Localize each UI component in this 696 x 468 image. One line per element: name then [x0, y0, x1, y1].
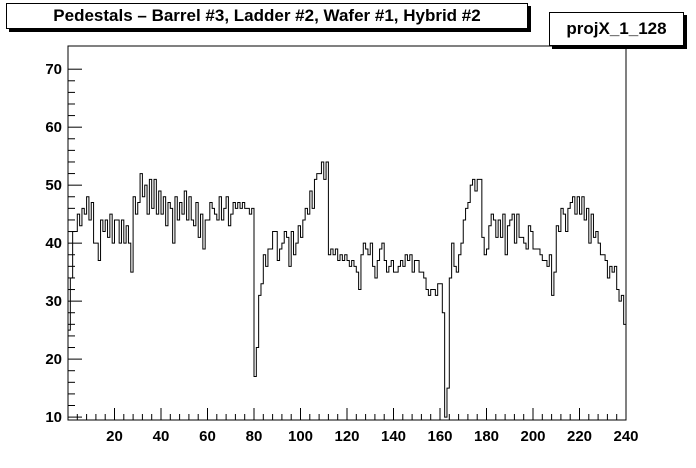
y-tick-label: 40	[45, 235, 62, 252]
x-tick-label: 220	[567, 428, 592, 445]
x-tick-label: 160	[427, 428, 452, 445]
histogram-name-box: projX_1_128	[549, 12, 684, 46]
y-tick-label: 30	[45, 293, 62, 310]
plot-frame	[67, 45, 627, 421]
x-axis: 20 40 60 80 100 120 140 160 180 200 220 240	[67, 408, 639, 445]
chart-title: Pedestals – Barrel #3, Ladder #2, Wafer …	[6, 3, 528, 29]
y-tick-label: 20	[45, 351, 62, 368]
x-tick-label: 180	[474, 428, 499, 445]
x-tick-label: 40	[153, 428, 170, 445]
y-tick-label: 50	[45, 177, 62, 194]
x-tick-label: 200	[520, 428, 545, 445]
x-tick-label: 140	[381, 428, 406, 445]
x-tick-label: 240	[613, 428, 638, 445]
x-tick-label: 20	[106, 428, 123, 445]
x-tick-label: 60	[199, 428, 216, 445]
x-tick-label: 120	[334, 428, 359, 445]
x-tick-label: 100	[288, 428, 313, 445]
x-tick-label: 80	[246, 428, 263, 445]
y-tick-label: 60	[45, 119, 62, 136]
y-tick-label: 70	[45, 61, 62, 78]
y-tick-label: 10	[45, 409, 62, 426]
histogram-line	[68, 161, 626, 418]
